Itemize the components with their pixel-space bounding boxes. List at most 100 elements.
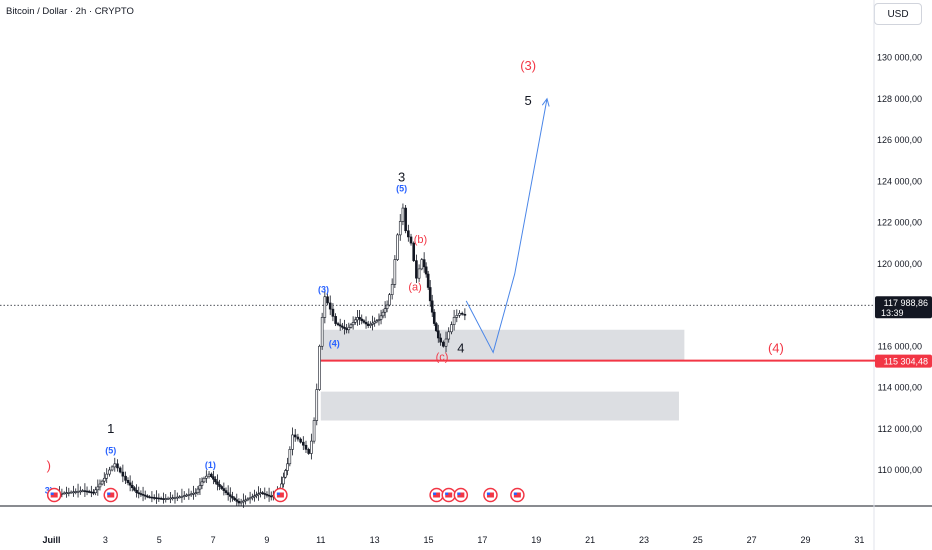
candle-body	[312, 420, 316, 442]
candle-body	[439, 337, 442, 343]
candle-body	[447, 331, 451, 340]
x-tick-label: 7	[211, 535, 216, 545]
candle-body	[331, 308, 335, 317]
y-tick-label: 128 000,00	[877, 94, 922, 104]
y-tick-label: 130 000,00	[877, 53, 922, 63]
event-flag-canton	[445, 492, 449, 495]
candle-body	[244, 499, 247, 502]
y-tick-label: 116 000,00	[878, 341, 922, 351]
x-tick-label: Juill	[42, 535, 60, 545]
candle-body	[377, 319, 381, 321]
x-tick-label: 5	[157, 535, 162, 545]
candle-body	[169, 497, 172, 500]
wave-label-13: (4)	[768, 340, 784, 355]
x-tick-label: 15	[424, 535, 434, 545]
countdown-label: 13:39	[881, 308, 904, 318]
candle-body	[288, 449, 292, 465]
x-tick-label: 19	[531, 535, 541, 545]
candle-body	[310, 440, 313, 454]
candle-body	[194, 492, 198, 494]
candle-body	[336, 323, 340, 326]
candle-body	[381, 311, 385, 317]
candle-body	[116, 463, 119, 469]
candle-body	[121, 471, 125, 477]
candle-body	[108, 469, 111, 475]
candle-body	[304, 444, 308, 450]
wave-label-12: 5	[525, 93, 532, 108]
candle-body	[415, 260, 418, 279]
candle-body	[72, 491, 75, 494]
zone-rect-0	[320, 329, 685, 361]
wave-label-2: (1)	[205, 460, 216, 470]
x-tick-label: 9	[264, 535, 269, 545]
x-tick-label: 17	[477, 535, 487, 545]
candle-body	[349, 324, 353, 328]
candle-body	[218, 484, 221, 487]
candle-body	[85, 490, 89, 493]
candle-body	[436, 330, 440, 339]
candle-body	[220, 486, 223, 489]
candle-body	[222, 488, 226, 491]
event-flag-stripe	[50, 492, 58, 498]
candle-body	[257, 493, 260, 496]
candle-body	[351, 322, 355, 326]
candle-body	[198, 485, 202, 490]
event-flag-canton	[513, 492, 517, 495]
support-price-tag	[875, 354, 932, 368]
wave-label-7: (b)	[414, 234, 427, 246]
candle-body	[318, 345, 321, 390]
candle-body	[159, 497, 163, 500]
candle-body	[379, 315, 383, 320]
candle-body	[458, 312, 461, 316]
candle-body	[65, 492, 68, 494]
event-flag-canton	[457, 492, 461, 495]
event-flag-canton	[50, 492, 54, 495]
candle-body	[152, 497, 156, 499]
candle-body	[261, 492, 264, 494]
candle-body	[105, 473, 109, 479]
candle-body	[189, 493, 193, 496]
candle-body	[182, 495, 186, 497]
candle-body	[113, 463, 117, 468]
candle-body	[328, 302, 332, 310]
candle-body	[286, 463, 289, 471]
candle-body	[255, 494, 258, 497]
y-tick-label: 114 000,00	[878, 383, 922, 393]
candle-body	[192, 492, 195, 495]
candle-body	[460, 312, 464, 315]
wave-label-8: (a)	[408, 282, 421, 294]
support-price-label: 115 304,48	[884, 357, 928, 367]
candle-body	[143, 494, 147, 497]
candle-body	[200, 481, 204, 486]
candle-body	[62, 492, 66, 495]
candle-body	[229, 494, 232, 497]
candle-body	[210, 473, 213, 478]
x-tick-label: 27	[747, 535, 757, 545]
candle-body	[299, 438, 302, 443]
candle-body	[102, 477, 106, 482]
candle-body	[430, 300, 434, 313]
candle-body	[296, 436, 300, 440]
candle-body	[259, 492, 262, 495]
zone-rect-1	[320, 391, 679, 421]
wave-label-9: (c)	[436, 352, 449, 364]
x-tick-label: 21	[585, 535, 595, 545]
candle-body	[79, 490, 82, 493]
candle-body	[444, 338, 448, 347]
y-tick-label: 110 000,00	[878, 465, 922, 475]
candle-body	[212, 476, 215, 480]
x-tick-label: 25	[693, 535, 703, 545]
candle-body	[155, 497, 158, 499]
candle-body	[383, 308, 387, 313]
candle-body	[326, 296, 329, 304]
candle-body	[334, 316, 337, 324]
candle-body	[166, 497, 170, 500]
candle-body	[450, 324, 453, 333]
candle-body	[455, 315, 459, 318]
candle-body	[233, 497, 236, 500]
candle-body	[284, 470, 287, 478]
candle-body	[176, 496, 179, 499]
candle-body	[135, 489, 138, 493]
candle-body	[133, 487, 136, 491]
